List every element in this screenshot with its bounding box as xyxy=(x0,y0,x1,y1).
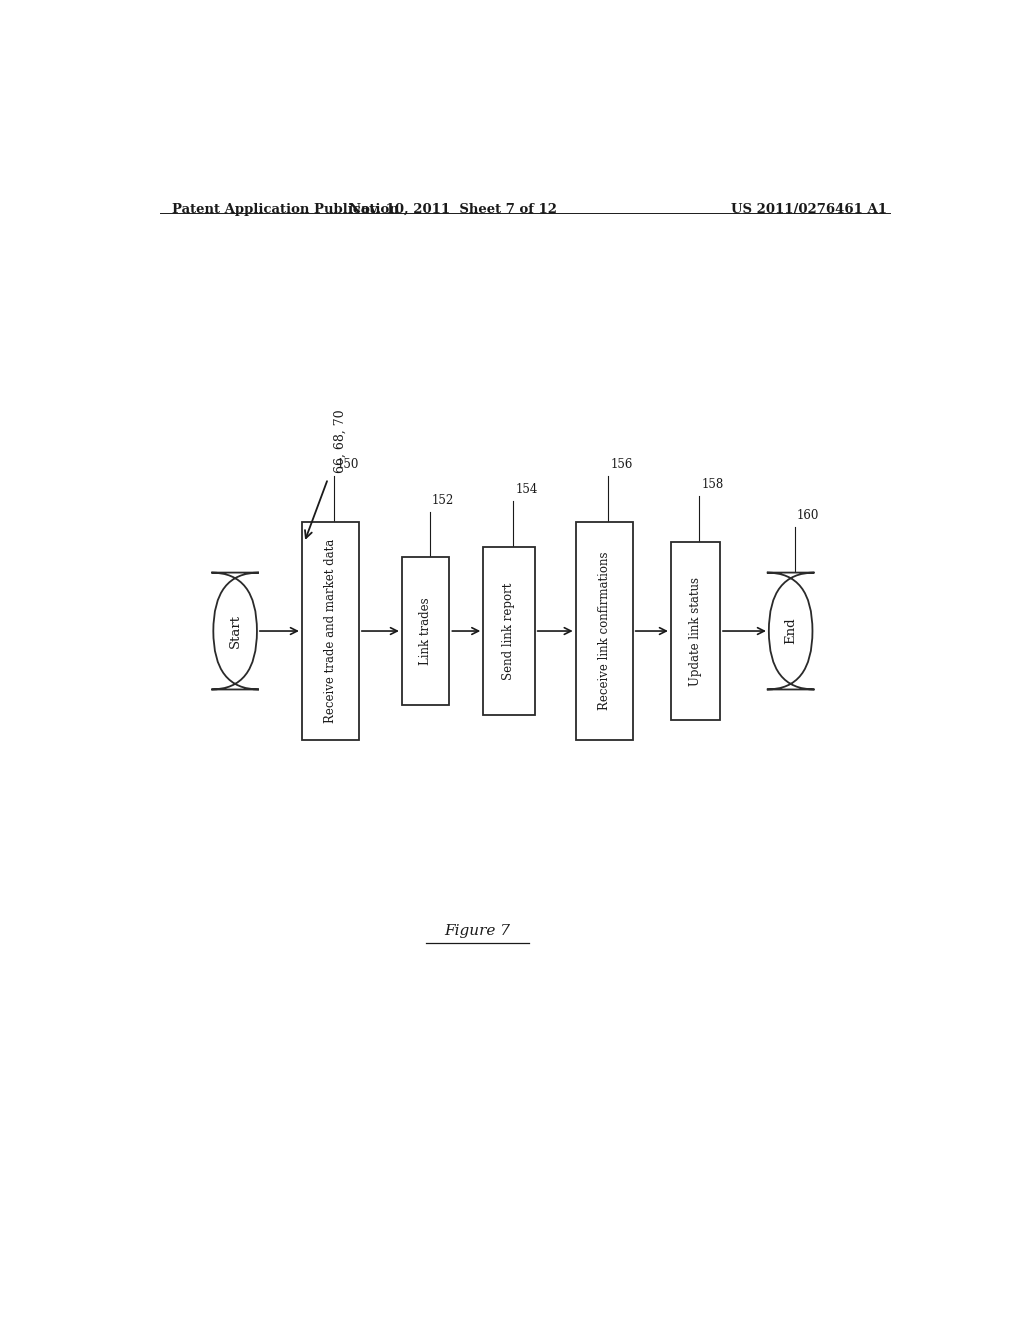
Text: 152: 152 xyxy=(432,494,455,507)
Text: 154: 154 xyxy=(515,483,538,496)
Text: 158: 158 xyxy=(701,478,724,491)
Bar xyxy=(575,521,633,741)
Text: Send link report: Send link report xyxy=(503,582,515,680)
Bar xyxy=(671,543,720,719)
Text: 160: 160 xyxy=(797,508,819,521)
Bar xyxy=(401,557,450,705)
Text: Link trades: Link trades xyxy=(419,597,432,665)
Text: Receive link confirmations: Receive link confirmations xyxy=(598,552,610,710)
Text: 156: 156 xyxy=(610,458,633,471)
Text: Nov. 10, 2011  Sheet 7 of 12: Nov. 10, 2011 Sheet 7 of 12 xyxy=(349,203,557,216)
Text: Start: Start xyxy=(228,614,242,648)
Text: Update link status: Update link status xyxy=(689,577,701,685)
Text: Patent Application Publication: Patent Application Publication xyxy=(172,203,398,216)
Bar xyxy=(483,548,535,715)
FancyBboxPatch shape xyxy=(767,573,814,689)
FancyBboxPatch shape xyxy=(211,573,259,689)
Text: US 2011/0276461 A1: US 2011/0276461 A1 xyxy=(731,203,887,216)
Text: 150: 150 xyxy=(337,458,359,471)
Bar xyxy=(302,521,359,741)
Text: Figure 7: Figure 7 xyxy=(444,924,510,939)
Text: Receive trade and market data: Receive trade and market data xyxy=(324,539,337,723)
Text: 66, 68, 70: 66, 68, 70 xyxy=(334,409,347,474)
Text: End: End xyxy=(784,618,797,644)
